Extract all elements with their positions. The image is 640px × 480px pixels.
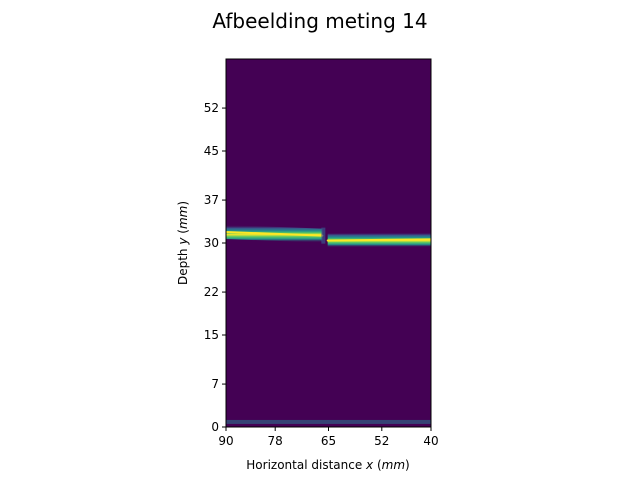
x-tick-label: 52 (374, 434, 389, 448)
y-tick-label: 45 (204, 144, 219, 158)
y-tick-label: 7 (211, 377, 219, 391)
x-tick-label: 65 (321, 434, 336, 448)
x-tick-label: 78 (268, 434, 283, 448)
y-tick-label: 15 (204, 328, 219, 342)
y-tick-label: 37 (204, 193, 219, 207)
y-tick-label: 22 (204, 285, 219, 299)
y-axis-label: Depth y (mm) (176, 201, 190, 285)
plot-area (226, 59, 431, 427)
x-tick-label: 40 (423, 434, 438, 448)
y-tick-label: 30 (204, 236, 219, 250)
y-tick-label: 52 (204, 101, 219, 115)
x-axis: 90 78 65 52 40 (218, 427, 438, 448)
x-tick-label: 90 (218, 434, 233, 448)
bottom-line (226, 420, 431, 424)
x-axis-label: Horizontal distance x (mm) (246, 458, 409, 472)
chart-title: Afbeelding meting 14 (212, 9, 427, 33)
y-axis: 0 7 15 22 30 37 45 52 (204, 101, 226, 434)
y-tick-label: 0 (211, 420, 219, 434)
reflector-line-right-peak (328, 239, 431, 240)
reflector-gap (321, 228, 325, 244)
